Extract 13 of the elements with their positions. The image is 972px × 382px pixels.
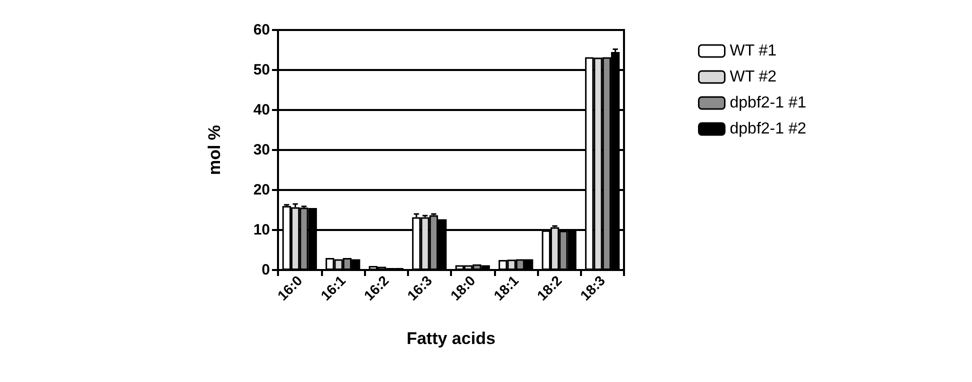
legend-label: WT #2 xyxy=(730,68,777,86)
y-tick-label: 0 xyxy=(262,262,270,278)
y-tick-label: 40 xyxy=(253,102,270,118)
y-tick-label: 60 xyxy=(253,22,270,38)
y-tick-label: 30 xyxy=(253,142,270,158)
y-axis-title: mol % xyxy=(205,124,224,176)
legend-label: dpbf2-1 #2 xyxy=(730,120,806,138)
y-tick-label: 20 xyxy=(253,182,270,198)
legend-label: dpbf2-1 #1 xyxy=(730,94,806,112)
legend-label: WT #1 xyxy=(730,42,777,60)
x-axis-title: Fatty acids xyxy=(406,329,496,348)
y-tick-label: 50 xyxy=(253,62,270,78)
y-tick-label: 10 xyxy=(253,222,270,238)
